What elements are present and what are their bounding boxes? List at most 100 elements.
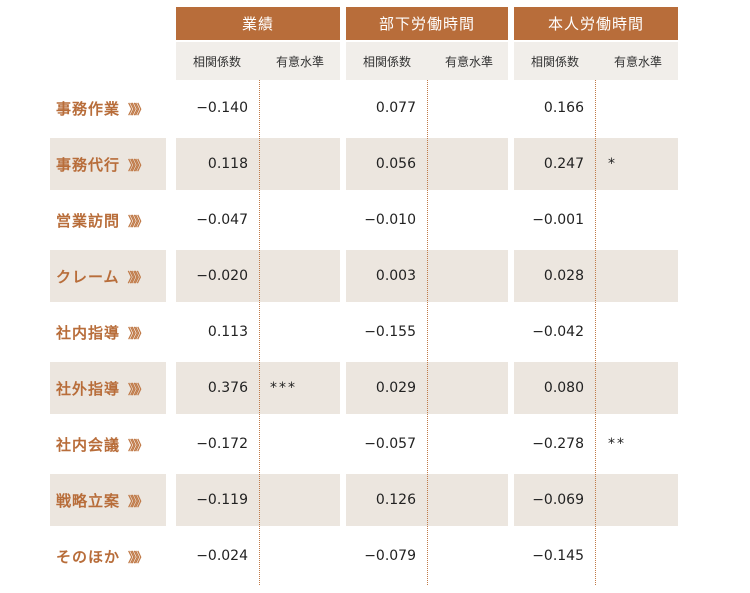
group-header-own-hours: 本人労働時間 (514, 7, 678, 40)
row-label: 事務代行 》》》 (56, 138, 148, 190)
significance-mark (430, 474, 518, 526)
correlation-value: −0.001 (532, 212, 584, 228)
row-label: 社内会議 》》》 (56, 418, 148, 470)
correlation-value: −0.278 (532, 436, 584, 452)
significance-mark (598, 474, 688, 526)
significance-mark (598, 250, 688, 302)
row-band (176, 474, 340, 526)
row-label-text: そのほか (56, 547, 121, 566)
row-label-band (50, 138, 166, 190)
significance-mark (598, 82, 688, 134)
row-label-text: クレーム (56, 267, 120, 286)
correlation-value: −0.024 (196, 548, 248, 564)
chevron-right-icon: 》》》 (128, 214, 148, 230)
significance-mark (430, 194, 518, 246)
column-divider (259, 80, 260, 585)
correlation-value: 0.080 (543, 380, 584, 396)
significance-mark (430, 138, 518, 190)
correlation-value: −0.145 (532, 548, 584, 564)
chevron-right-icon: 》》》 (128, 382, 148, 398)
group-header-performance: 業績 (176, 7, 340, 40)
subheader-coef: 相関係数 (362, 54, 411, 69)
row-label-text: 戦略立案 (56, 491, 121, 510)
significance-mark (598, 362, 688, 414)
row-label-text: 社外指導 (56, 379, 121, 398)
correlation-value: −0.057 (364, 436, 416, 452)
significance-mark (260, 306, 350, 358)
correlation-value: −0.119 (196, 492, 248, 508)
column-divider (427, 80, 428, 585)
correlation-value: 0.376 (207, 380, 248, 396)
chevron-right-icon: 》》》 (128, 326, 148, 342)
significance-mark (430, 250, 518, 302)
correlation-value: 0.028 (543, 268, 584, 284)
subheader-coef: 相関係数 (530, 54, 579, 69)
correlation-value: 0.247 (543, 156, 584, 172)
correlation-value: −0.042 (532, 324, 584, 340)
significance-mark (260, 194, 350, 246)
subheader-coef: 相関係数 (192, 54, 241, 69)
significance-mark (260, 138, 350, 190)
significance-mark: * (608, 156, 617, 172)
row-label-text: 事務作業 (56, 99, 121, 118)
subheader-sig: 有意水準 (275, 54, 324, 69)
correlation-value: −0.155 (364, 324, 416, 340)
significance-mark (430, 362, 518, 414)
significance-mark (260, 82, 350, 134)
correlation-value: −0.140 (196, 100, 248, 116)
row-label-text: 営業訪問 (56, 211, 121, 230)
significance-mark (260, 530, 350, 582)
column-divider (595, 80, 596, 585)
correlation-value: 0.118 (207, 156, 248, 172)
row-label: 営業訪問 》》》 (56, 194, 148, 246)
subheader-bg-performance (176, 42, 340, 80)
row-label-text: 社内指導 (56, 323, 121, 342)
chevron-right-icon: 》》》 (127, 270, 148, 286)
chevron-right-icon: 》》》 (128, 438, 148, 454)
row-label: 事務作業 》》》 (56, 82, 148, 134)
correlation-value: 0.056 (375, 156, 416, 172)
row-band (514, 138, 678, 190)
significance-mark (598, 530, 688, 582)
row-label-text: 事務代行 (56, 155, 121, 174)
chevron-right-icon: 》》》 (128, 550, 148, 566)
correlation-value: 0.029 (375, 380, 416, 396)
correlation-value: −0.020 (196, 268, 248, 284)
subheader-sig: 有意水準 (613, 54, 662, 69)
row-label-band (50, 474, 166, 526)
row-label: 戦略立案 》》》 (56, 474, 148, 526)
row-label-text: 社内会議 (56, 435, 121, 454)
correlation-value: 0.113 (207, 324, 248, 340)
row-label-band (50, 362, 166, 414)
subheader-bg-subordinate-hours (346, 42, 508, 80)
row-label: 社内指導 》》》 (56, 306, 148, 358)
correlation-value: −0.010 (364, 212, 416, 228)
chevron-right-icon: 》》》 (128, 158, 148, 174)
row-band (514, 474, 678, 526)
significance-mark (260, 250, 350, 302)
correlation-value: 0.077 (375, 100, 416, 116)
correlation-value: −0.069 (532, 492, 584, 508)
chevron-right-icon: 》》》 (128, 494, 148, 510)
correlation-value: −0.172 (196, 436, 248, 452)
significance-mark (260, 474, 350, 526)
row-label: そのほか 》》》 (56, 530, 148, 582)
significance-mark (260, 418, 350, 470)
row-band (176, 138, 340, 190)
significance-mark (430, 530, 518, 582)
row-band (514, 250, 678, 302)
significance-mark (430, 418, 518, 470)
row-band (176, 362, 340, 414)
significance-mark (598, 306, 688, 358)
chevron-right-icon: 》》》 (128, 102, 148, 118)
correlation-value: 0.003 (375, 268, 416, 284)
subheader-bg-own-hours (514, 42, 678, 80)
group-header-subordinate-hours: 部下労働時間 (346, 7, 508, 40)
correlation-value: 0.166 (543, 100, 584, 116)
significance-mark: ** (608, 436, 626, 452)
significance-mark (430, 82, 518, 134)
correlation-value: −0.079 (364, 548, 416, 564)
correlation-value: −0.047 (196, 212, 248, 228)
significance-mark (430, 306, 518, 358)
